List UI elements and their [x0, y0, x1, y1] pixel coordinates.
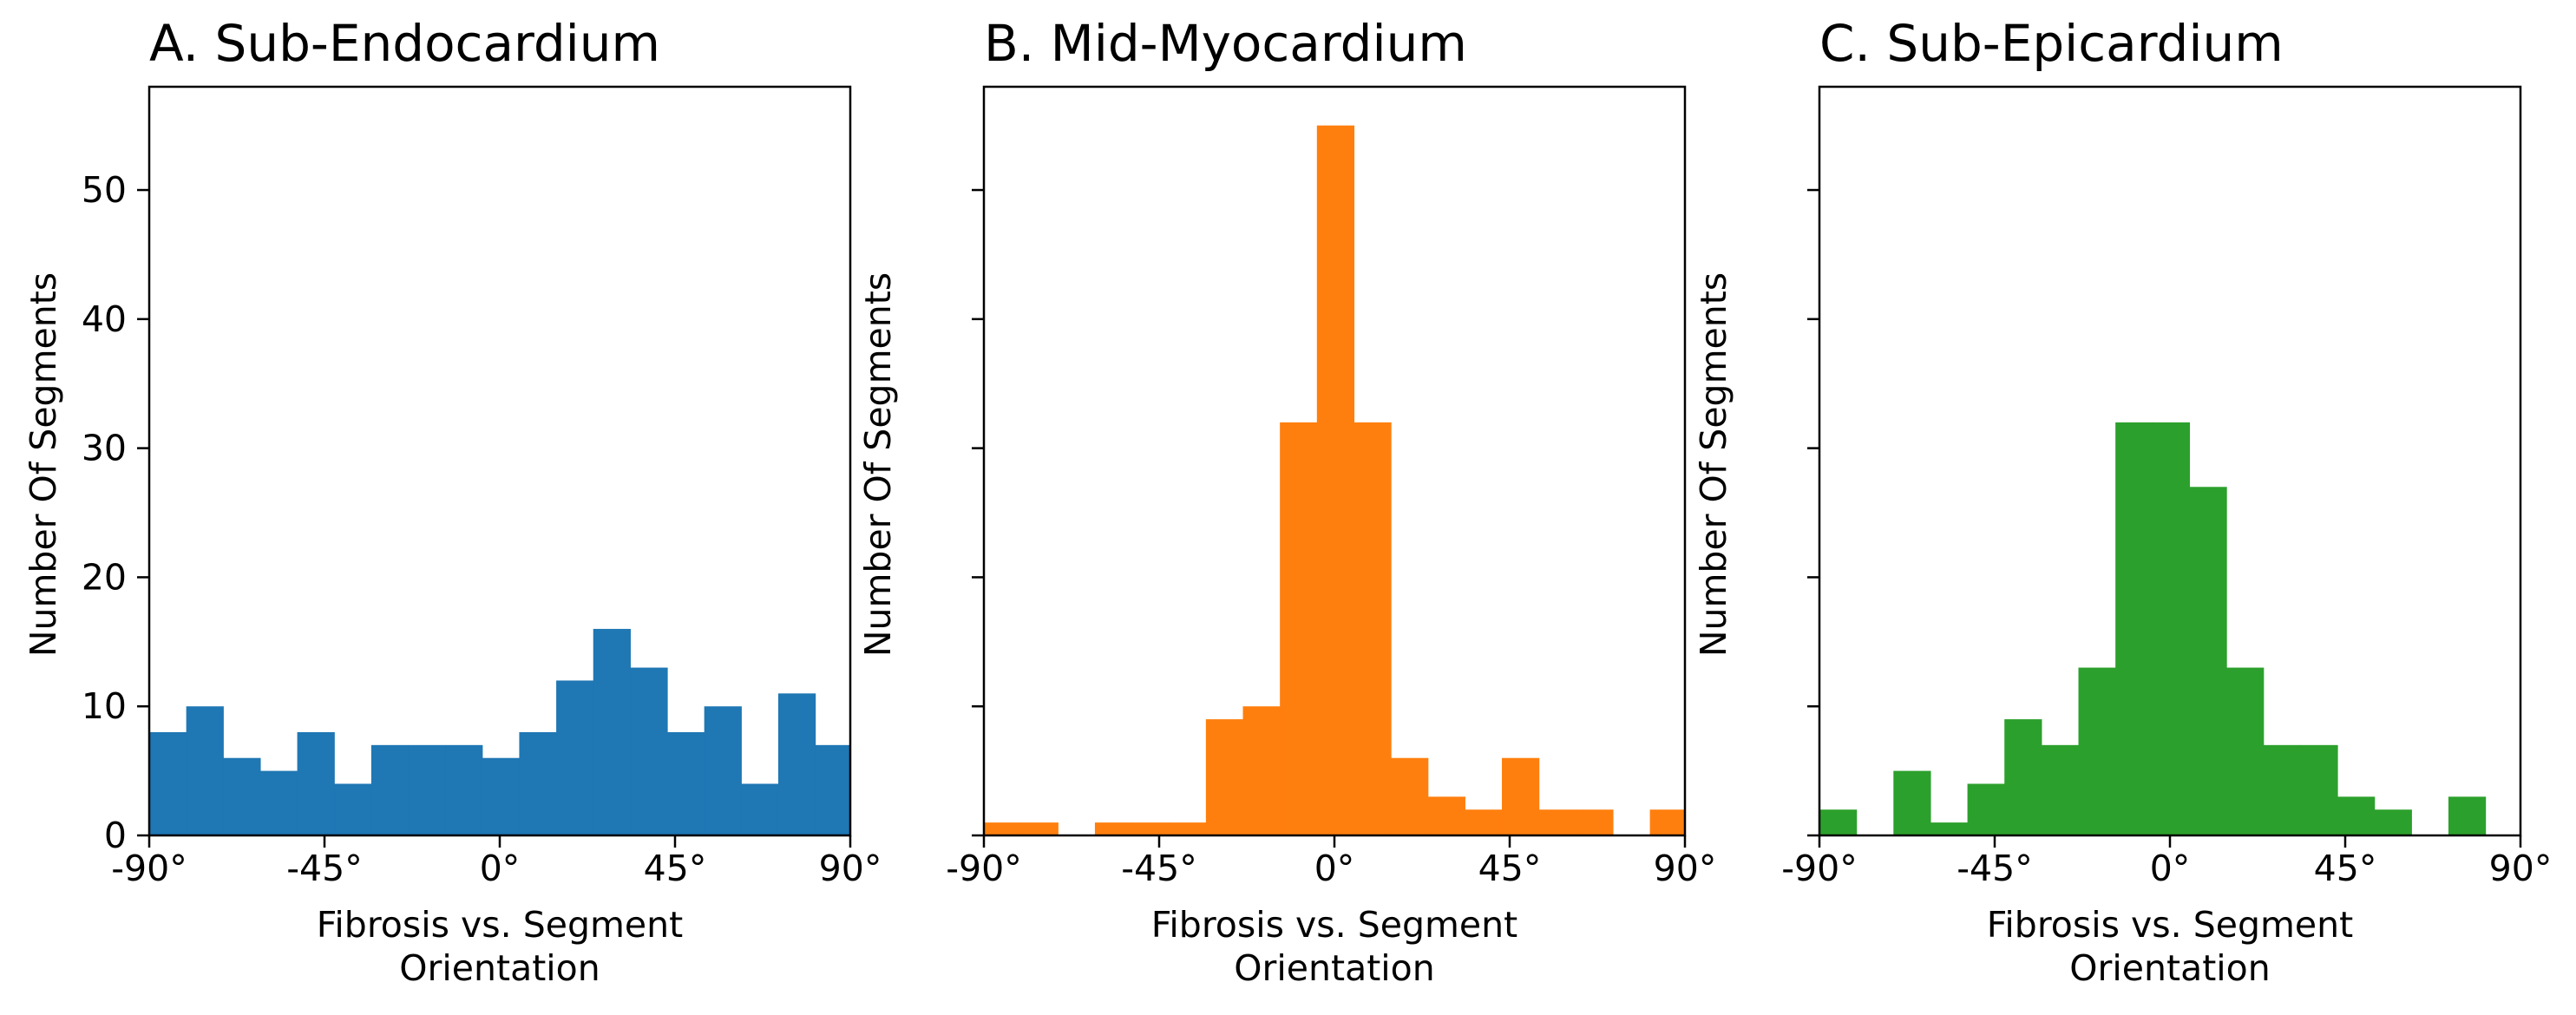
- bars: [1819, 422, 2487, 835]
- chart-title: A. Sub-Endocardium: [149, 14, 660, 73]
- y-tick-label: 10: [82, 685, 127, 727]
- histogram-bar: [1538, 809, 1576, 835]
- histogram-bar: [2152, 422, 2191, 835]
- histogram-bar: [1502, 757, 1540, 835]
- x-tick-label: 0°: [480, 848, 521, 889]
- histogram-bar: [408, 744, 446, 835]
- y-axis-label: Number Of Segments: [23, 272, 64, 657]
- y-axis-label: Number Of Segments: [1693, 272, 1734, 657]
- x-tick-label: 90°: [2489, 848, 2553, 889]
- x-tick-label: 45°: [2314, 848, 2377, 889]
- x-tick-label: -45°: [286, 848, 362, 889]
- histogram-bar: [223, 757, 261, 835]
- histogram-bar: [2337, 796, 2376, 835]
- histogram-bar: [1354, 422, 1392, 835]
- histogram-bar: [777, 693, 816, 835]
- histogram-bar: [1819, 809, 1858, 835]
- x-tick-label: 0°: [2150, 848, 2191, 889]
- panel-3: -90° -45° 0° 45° 90° C. Sub-Epicardium Fibrosi…: [1693, 14, 2552, 989]
- histogram-bar: [445, 744, 483, 835]
- x-tick-label: -90°: [946, 848, 1021, 889]
- x-tick-label: -90°: [1781, 848, 1857, 889]
- histogram-bar: [2300, 744, 2338, 835]
- panel-2: -90° -45° 0° 45° 90° B. Mid-Myocardium Fibrosi…: [857, 14, 1716, 989]
- y-tick-label: 50: [82, 169, 127, 211]
- histogram-bar: [741, 783, 779, 835]
- histogram-bar: [1427, 796, 1465, 835]
- x-axis-label: Fibrosis vs. Segment: [1151, 904, 1517, 946]
- histogram-bar: [186, 706, 224, 835]
- y-tick-label: 0: [104, 815, 127, 856]
- histogram-bar: [1131, 822, 1170, 835]
- x-tick-label: 45°: [1478, 848, 1542, 889]
- histogram-bar: [815, 744, 850, 835]
- histogram-bar: [1893, 770, 1931, 835]
- histogram-bar: [297, 731, 335, 835]
- histogram-bar: [259, 770, 298, 835]
- x-axis-label: Orientation: [399, 947, 600, 989]
- y-tick-label: 40: [82, 298, 127, 340]
- y-tick-label: 30: [82, 428, 127, 469]
- histogram-bar: [370, 744, 410, 835]
- y-axis-label: Number Of Segments: [857, 272, 899, 657]
- histogram-bar: [149, 731, 187, 835]
- panel-1: -90° -45° 0° 45° 90° 0 10 20 30 40 50 A. Sub-Endoca…: [23, 14, 882, 989]
- histogram-bar: [334, 783, 372, 835]
- x-tick-label: -45°: [1957, 848, 2032, 889]
- bars: [149, 628, 850, 835]
- histogram-bar: [984, 822, 1022, 835]
- histogram-bar: [1242, 706, 1281, 835]
- x-tick-label: 0°: [1314, 848, 1355, 889]
- histogram-bar: [2263, 744, 2301, 835]
- x-axis-label: Fibrosis vs. Segment: [1987, 904, 2353, 946]
- histogram-bar: [2078, 667, 2116, 835]
- bars: [984, 125, 1685, 835]
- histogram-bar: [2374, 809, 2412, 835]
- histogram-bar: [1649, 809, 1685, 835]
- histogram-bar: [2115, 422, 2153, 835]
- histogram-bar: [1576, 809, 1614, 835]
- histogram-bar: [2189, 487, 2227, 835]
- histogram-bar: [1316, 125, 1355, 835]
- histogram-bar: [1094, 822, 1133, 835]
- x-tick-label: -45°: [1121, 848, 1196, 889]
- histogram-bar: [1930, 822, 1969, 835]
- histogram-bar: [1280, 422, 1318, 835]
- histogram-bar: [593, 628, 631, 835]
- histogram-bar: [1967, 783, 2005, 835]
- histogram-bar: [1391, 757, 1429, 835]
- x-tick-label: -90°: [111, 848, 187, 889]
- histogram-bar: [2226, 667, 2265, 835]
- x-tick-label: 45°: [644, 848, 707, 889]
- histogram-bar: [1205, 719, 1244, 835]
- x-axis-label: Orientation: [2069, 947, 2270, 989]
- x-tick-label: 90°: [1654, 848, 1717, 889]
- histogram-bar: [1465, 809, 1503, 835]
- histogram-bar: [630, 667, 668, 835]
- chart-title: C. Sub-Epicardium: [1819, 14, 2284, 73]
- histogram-bar: [2004, 719, 2042, 835]
- histogram-bar: [1020, 822, 1059, 835]
- histogram-bar: [519, 731, 557, 835]
- histogram-bar: [704, 706, 742, 835]
- histogram-bar: [482, 757, 521, 835]
- histogram-bar: [2448, 796, 2487, 835]
- x-axis-label: Orientation: [1234, 947, 1434, 989]
- histogram-bar: [2041, 744, 2080, 835]
- histogram-bar: [1169, 822, 1207, 835]
- x-axis-label: Fibrosis vs. Segment: [317, 904, 683, 946]
- histogram-bar: [556, 680, 594, 835]
- histogram-bar: [667, 731, 705, 835]
- y-tick-label: 20: [82, 556, 127, 598]
- axes-frame: [147, 85, 852, 837]
- chart-title: B. Mid-Myocardium: [984, 14, 1467, 73]
- x-tick-label: 90°: [819, 848, 882, 889]
